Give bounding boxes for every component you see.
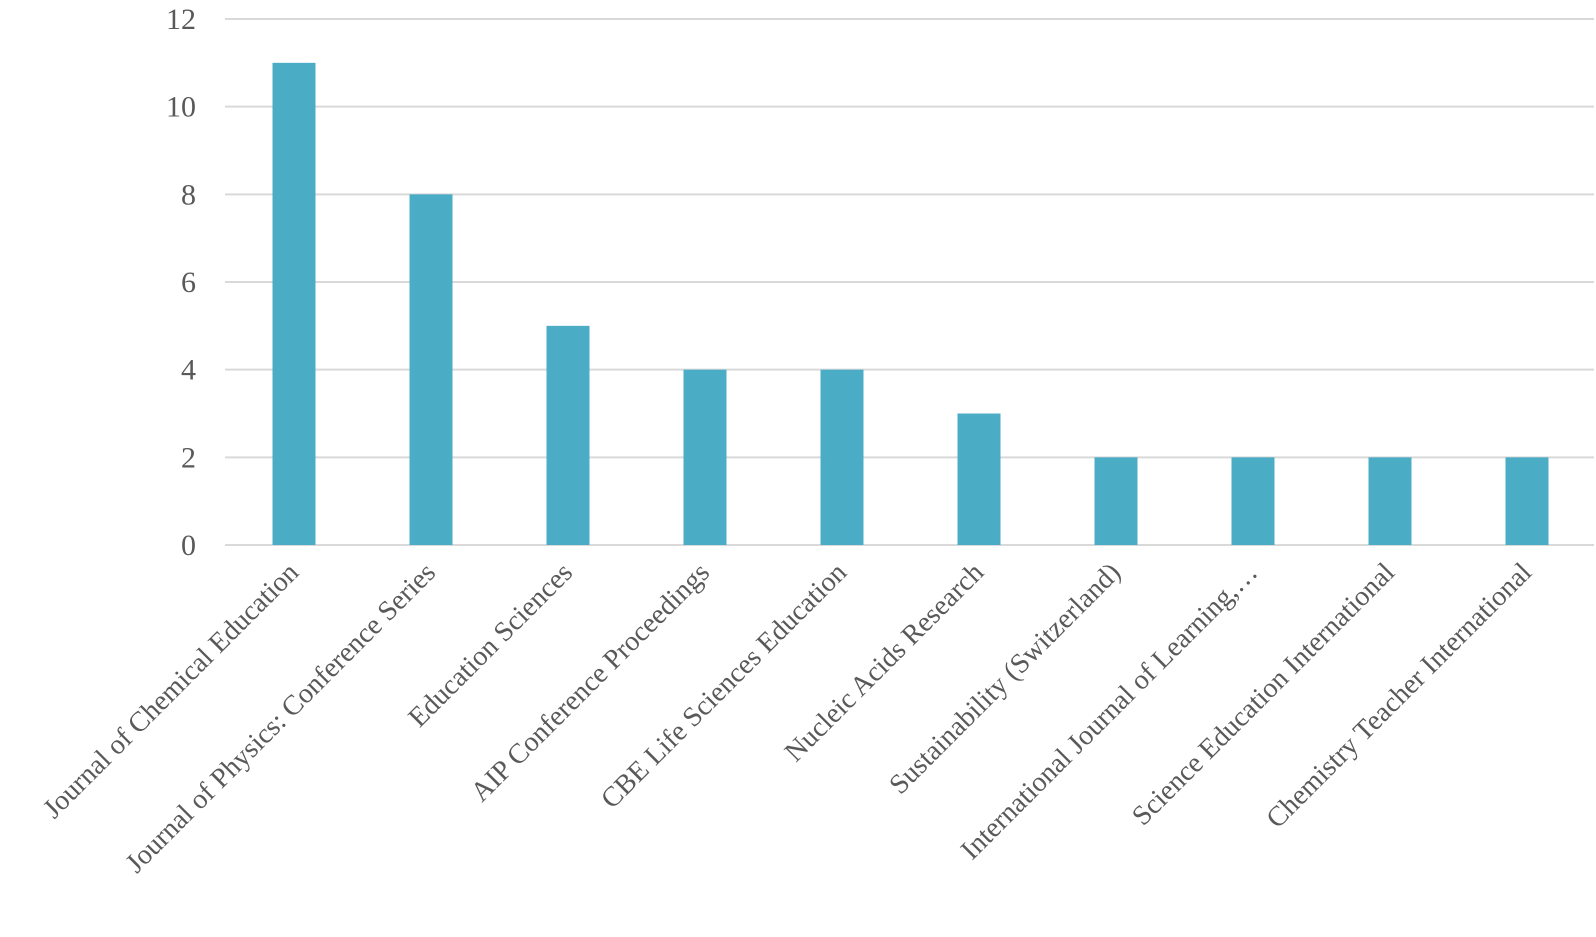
- x-category-label: Chemistry Teacher International: [1260, 557, 1538, 835]
- y-axis-tick-labels: 0 2 4 6 8 10 12: [166, 3, 196, 562]
- gridlines: [225, 18, 1594, 546]
- x-category-label: Sustainability (Switzerland): [883, 557, 1127, 801]
- y-tick-label: 4: [181, 354, 196, 387]
- x-category-label: CBE Life Sciences Education: [595, 557, 853, 815]
- y-tick-label: 6: [181, 266, 196, 299]
- x-category-label: Journal of Chemical Education: [37, 557, 305, 825]
- y-tick-label: 10: [166, 91, 196, 124]
- x-category-label: AIP Conference Proceedings: [465, 557, 716, 808]
- x-category-label: International Journal of Learning,…: [955, 557, 1264, 866]
- bar-5: [820, 369, 864, 545]
- bar-3: [546, 325, 590, 545]
- y-tick-label: 12: [166, 3, 196, 36]
- bar-8: [1231, 457, 1275, 545]
- y-tick-label: 2: [181, 441, 196, 474]
- bar-9: [1368, 457, 1412, 545]
- bar-6: [957, 413, 1001, 545]
- x-category-label: Science Education International: [1126, 557, 1401, 832]
- y-tick-label: 8: [181, 178, 196, 211]
- bar-2: [409, 194, 453, 546]
- bars: [272, 62, 1549, 546]
- bar-4: [683, 369, 727, 545]
- bar-7: [1094, 457, 1138, 545]
- bar-10: [1505, 457, 1549, 545]
- x-category-label: Journal of Physics: Conference Series: [120, 557, 442, 879]
- y-tick-label: 0: [181, 529, 196, 562]
- bar-1: [272, 62, 316, 545]
